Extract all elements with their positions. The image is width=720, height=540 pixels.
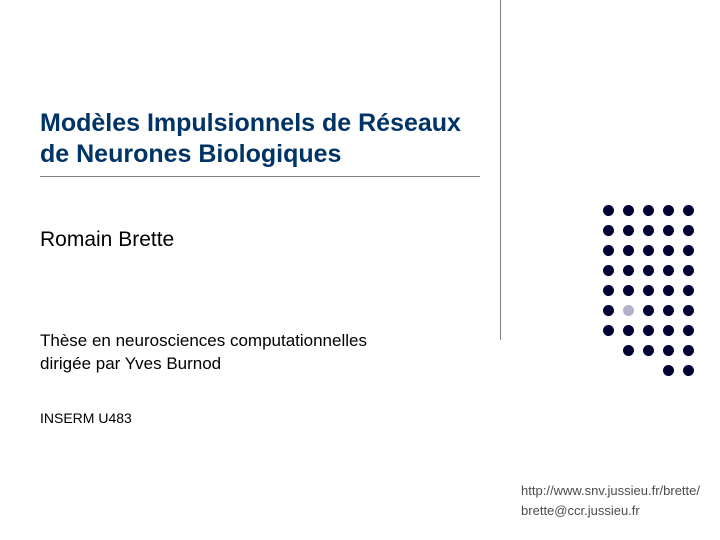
decorative-dot	[683, 245, 694, 256]
contact-email: brette@ccr.jussieu.fr	[521, 501, 700, 521]
dot-cell	[638, 240, 658, 260]
slide-title: Modèles Impulsionnels de Réseaux de Neur…	[40, 108, 480, 171]
dot-cell	[638, 320, 658, 340]
dot-cell	[658, 240, 678, 260]
dot-cell	[598, 340, 618, 360]
dot-cell	[638, 360, 658, 380]
dot-cell	[678, 320, 698, 340]
decorative-dot	[663, 325, 674, 336]
dot-cell	[638, 280, 658, 300]
decorative-dot	[623, 265, 634, 276]
dot-cell	[618, 280, 638, 300]
dot-cell	[678, 260, 698, 280]
dot-cell	[658, 260, 678, 280]
decorative-dot	[623, 325, 634, 336]
horizontal-divider	[40, 176, 480, 177]
dot-cell	[658, 300, 678, 320]
decorative-dot	[683, 345, 694, 356]
author-name: Romain Brette	[40, 228, 174, 252]
dot-cell	[678, 300, 698, 320]
decorative-dot	[663, 205, 674, 216]
decorative-dot	[603, 225, 614, 236]
decorative-dot	[603, 245, 614, 256]
dot-cell	[678, 240, 698, 260]
dot-cell	[598, 220, 618, 240]
dot-cell	[598, 300, 618, 320]
dot-cell	[638, 220, 658, 240]
decorative-dot	[683, 285, 694, 296]
dot-cell	[598, 320, 618, 340]
dot-cell	[598, 280, 618, 300]
decorative-dot	[643, 325, 654, 336]
decorative-dot	[643, 305, 654, 316]
decorative-dot	[683, 305, 694, 316]
dot-cell	[678, 200, 698, 220]
contact-url: http://www.snv.jussieu.fr/brette/	[521, 481, 700, 501]
dot-cell	[658, 280, 678, 300]
dot-cell	[678, 360, 698, 380]
decorative-dot	[643, 285, 654, 296]
dot-cell	[618, 360, 638, 380]
dot-cell	[598, 200, 618, 220]
decorative-dot	[643, 245, 654, 256]
dot-cell	[618, 340, 638, 360]
decorative-dot-grid	[598, 200, 698, 380]
decorative-dot	[603, 325, 614, 336]
decorative-dot	[603, 265, 614, 276]
dot-cell	[638, 340, 658, 360]
dot-cell	[618, 320, 638, 340]
dot-cell	[658, 200, 678, 220]
decorative-dot	[643, 265, 654, 276]
vertical-divider	[500, 0, 501, 340]
decorative-dot	[683, 205, 694, 216]
decorative-dot	[683, 365, 694, 376]
decorative-dot	[663, 285, 674, 296]
decorative-dot	[663, 345, 674, 356]
dot-cell	[658, 220, 678, 240]
decorative-dot	[663, 225, 674, 236]
dot-cell	[598, 260, 618, 280]
decorative-dot	[663, 365, 674, 376]
thesis-description: Thèse en neurosciences computationnelles…	[40, 330, 367, 376]
decorative-dot	[683, 325, 694, 336]
thesis-line-2: dirigée par Yves Burnod	[40, 353, 367, 376]
decorative-dot	[643, 205, 654, 216]
decorative-dot	[683, 225, 694, 236]
decorative-dot	[643, 345, 654, 356]
dot-cell	[658, 320, 678, 340]
decorative-dot	[603, 285, 614, 296]
dot-cell	[638, 300, 658, 320]
decorative-dot	[663, 245, 674, 256]
dot-cell	[618, 300, 638, 320]
dot-cell	[598, 240, 618, 260]
dot-cell	[638, 260, 658, 280]
decorative-dot	[663, 305, 674, 316]
decorative-dot	[623, 345, 634, 356]
decorative-dot	[663, 265, 674, 276]
dot-cell	[618, 200, 638, 220]
dot-cell	[678, 340, 698, 360]
decorative-dot	[623, 305, 634, 316]
dot-cell	[658, 340, 678, 360]
dot-cell	[618, 240, 638, 260]
contact-block: http://www.snv.jussieu.fr/brette/ brette…	[521, 481, 700, 520]
decorative-dot	[603, 205, 614, 216]
dot-cell	[638, 200, 658, 220]
dot-cell	[598, 360, 618, 380]
dot-cell	[618, 260, 638, 280]
thesis-line-1: Thèse en neurosciences computationnelles	[40, 330, 367, 353]
decorative-dot	[643, 225, 654, 236]
institute-label: INSERM U483	[40, 410, 132, 426]
decorative-dot	[623, 245, 634, 256]
decorative-dot	[603, 305, 614, 316]
decorative-dot	[623, 285, 634, 296]
decorative-dot	[623, 205, 634, 216]
decorative-dot	[683, 265, 694, 276]
dot-cell	[678, 280, 698, 300]
decorative-dot	[623, 225, 634, 236]
dot-cell	[618, 220, 638, 240]
dot-cell	[678, 220, 698, 240]
dot-cell	[658, 360, 678, 380]
